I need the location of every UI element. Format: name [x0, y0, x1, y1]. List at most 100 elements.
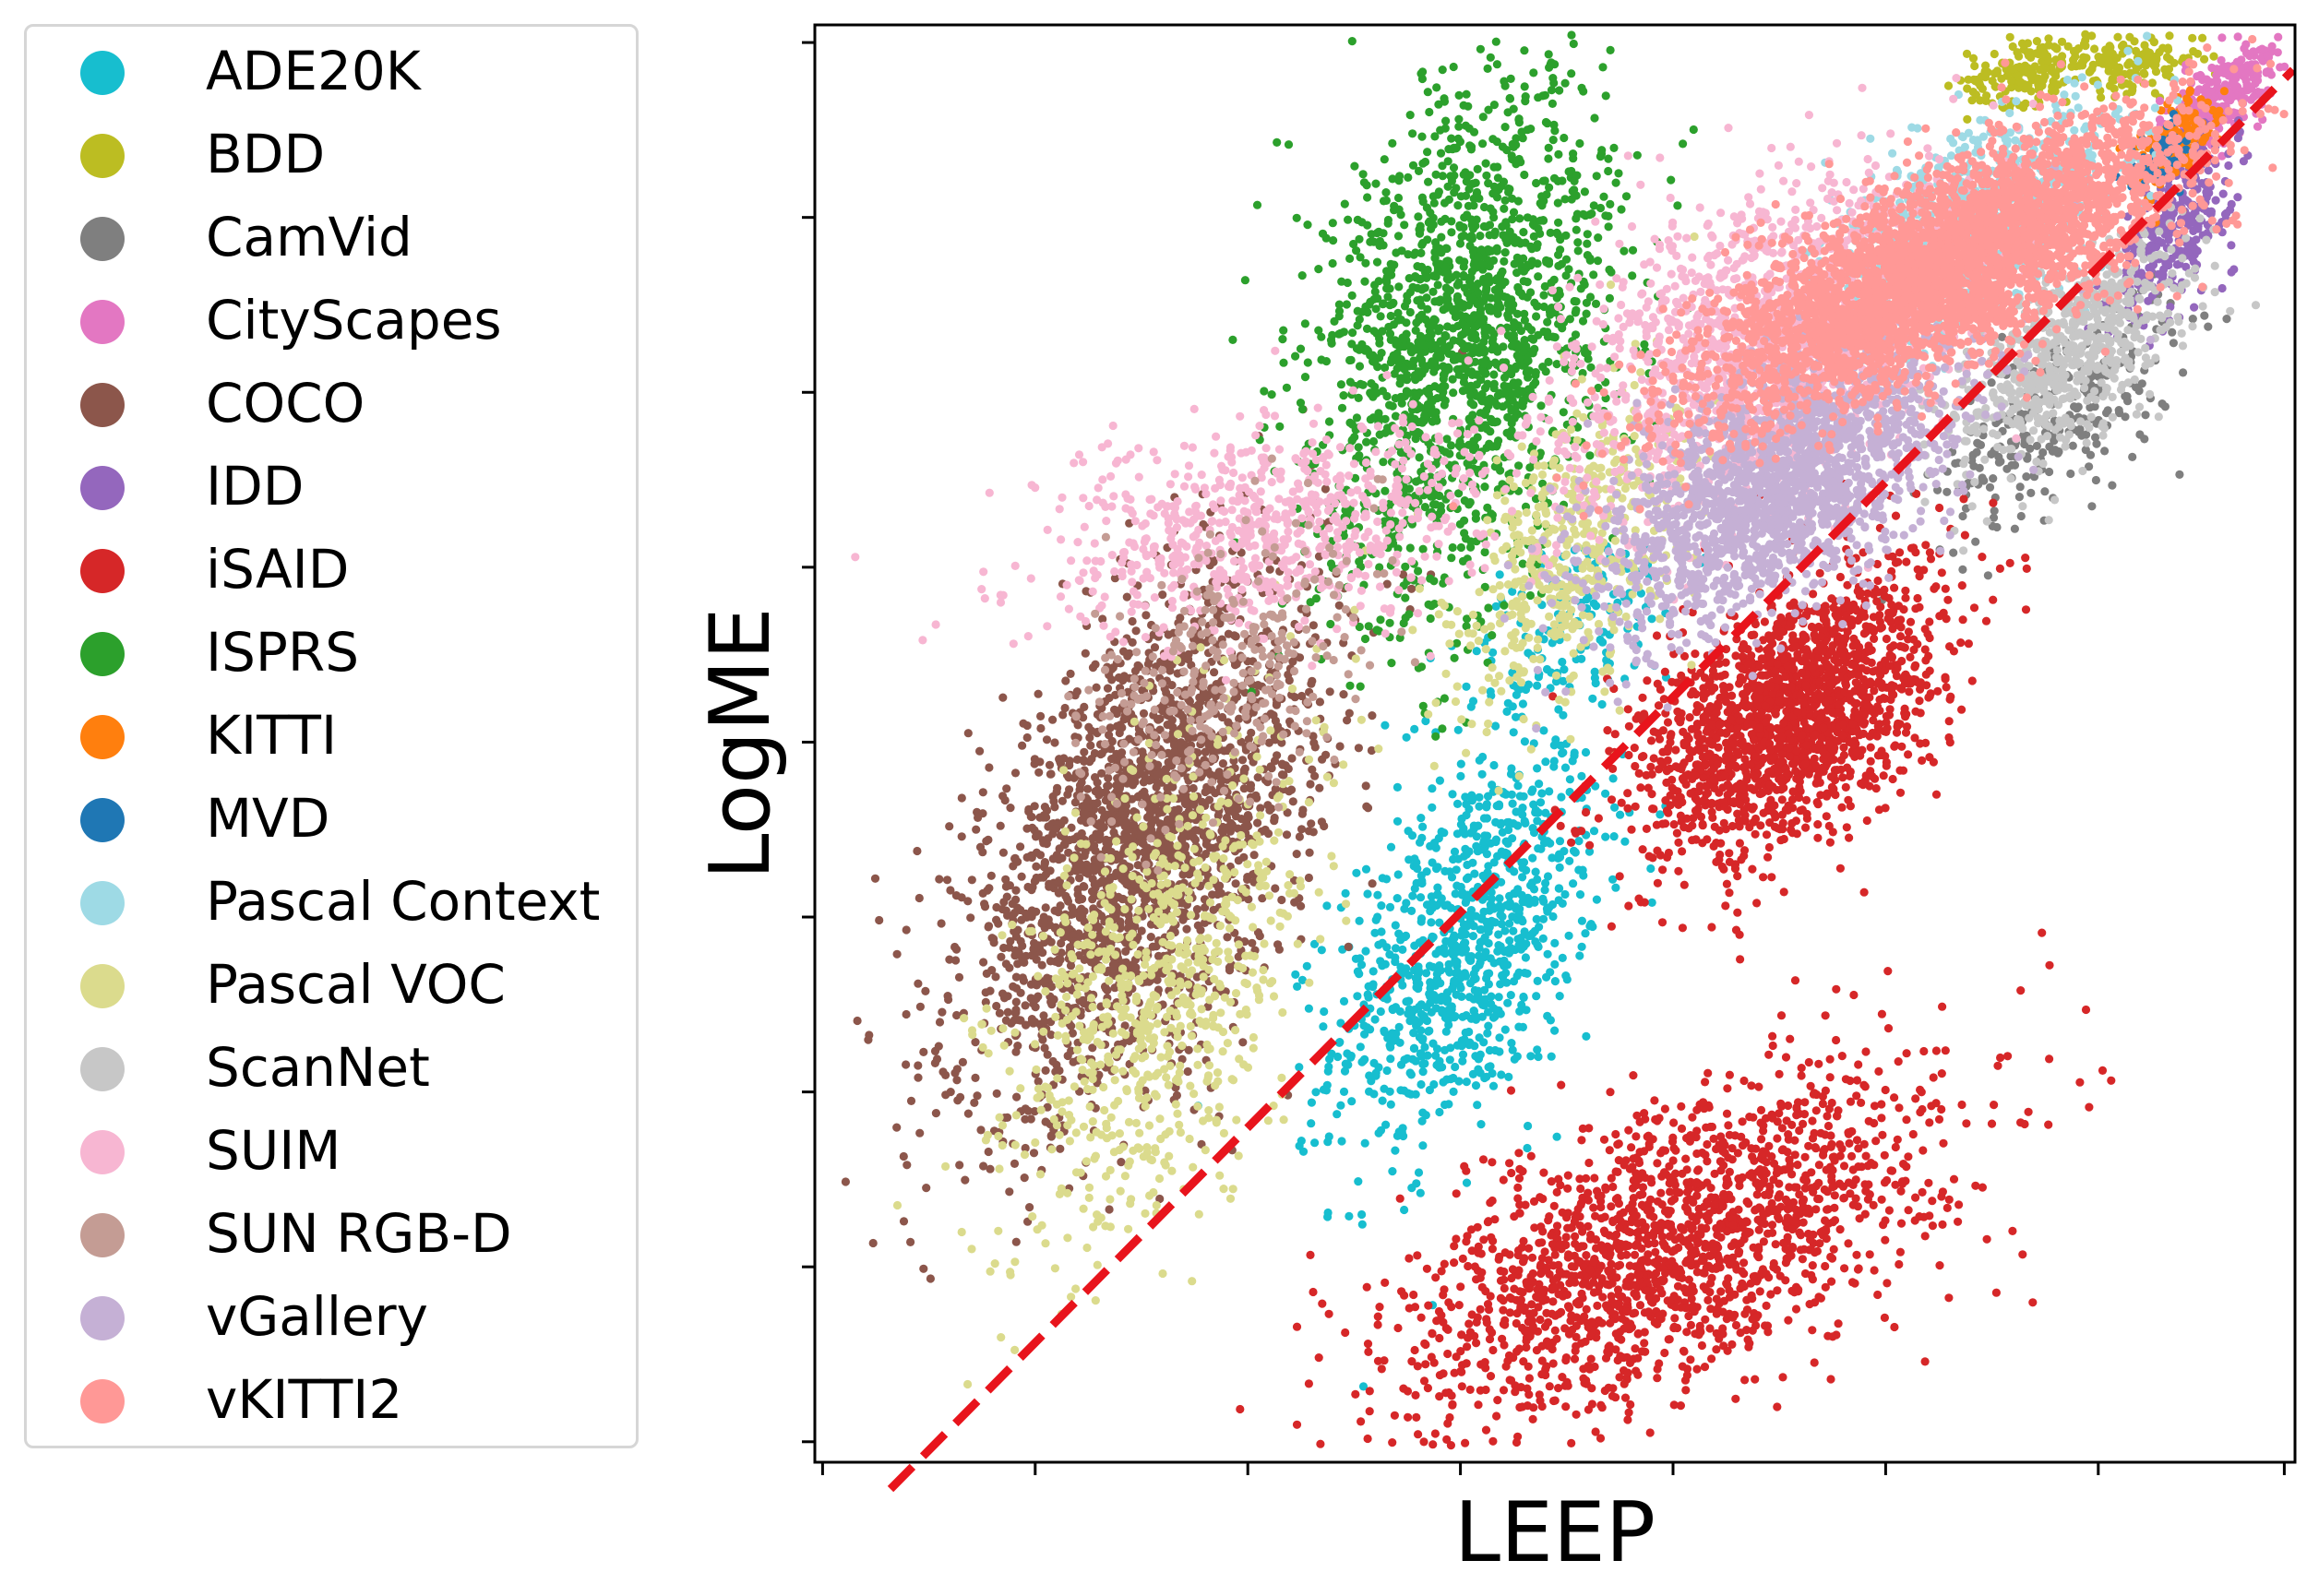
- data-point: [1476, 1120, 1486, 1129]
- data-point: [1124, 918, 1133, 927]
- data-point: [1555, 992, 1564, 1001]
- data-point: [1416, 814, 1426, 823]
- data-point: [1581, 929, 1590, 938]
- data-point: [1507, 764, 1516, 773]
- data-point: [1488, 780, 1497, 790]
- data-point: [970, 1098, 979, 1107]
- data-point: [1476, 958, 1485, 967]
- data-point: [1591, 678, 1600, 688]
- data-point: [978, 848, 987, 857]
- data-point: [1456, 973, 1465, 983]
- legend-item: vGallery: [27, 1280, 636, 1353]
- data-point: [1047, 1000, 1057, 1009]
- data-point: [1971, 537, 1980, 546]
- data-point: [1451, 1062, 1460, 1072]
- data-point: [1090, 866, 1099, 875]
- data-point: [1288, 797, 1297, 806]
- data-point: [1412, 983, 1421, 992]
- data-point: [1970, 61, 1979, 71]
- data-point: [1646, 736, 1656, 745]
- data-point: [1548, 911, 1558, 922]
- data-point: [2026, 72, 2036, 81]
- data-point: [2038, 76, 2048, 85]
- data-point: [1293, 982, 1302, 991]
- data-point: [1121, 947, 1130, 956]
- data-point: [1589, 827, 1599, 836]
- data-point: [1565, 775, 1574, 784]
- data-point: [1021, 1001, 1030, 1010]
- data-point: [963, 1109, 973, 1118]
- data-point: [1092, 683, 1101, 692]
- data-point: [1011, 886, 1021, 895]
- data-point: [1538, 894, 1548, 904]
- data-point: [2053, 80, 2063, 89]
- data-point: [1398, 945, 1407, 954]
- data-point: [1231, 632, 1240, 641]
- data-point: [1081, 649, 1090, 658]
- data-point: [986, 1164, 995, 1173]
- data-point: [1010, 853, 1020, 863]
- data-point: [1353, 967, 1362, 976]
- data-point: [2193, 224, 2203, 233]
- data-point: [1503, 698, 1512, 708]
- data-point: [1522, 1006, 1531, 1015]
- data-point: [2176, 246, 2185, 256]
- data-point: [1309, 621, 1318, 630]
- data-point: [1103, 781, 1112, 791]
- data-point: [984, 923, 993, 932]
- data-point: [1410, 854, 1419, 864]
- data-point: [914, 979, 923, 988]
- data-point: [1462, 1078, 1471, 1087]
- data-point: [1378, 938, 1387, 947]
- data-point: [1588, 694, 1597, 703]
- data-point: [1068, 903, 1077, 912]
- data-point: [981, 988, 990, 997]
- data-point: [1548, 853, 1557, 863]
- data-point: [997, 952, 1006, 961]
- data-point: [1432, 890, 1441, 899]
- data-point: [2251, 78, 2260, 89]
- data-point: [2273, 48, 2282, 57]
- data-point: [1025, 1203, 1034, 1212]
- data-point: [1495, 1047, 1504, 1056]
- data-point: [1415, 1002, 1424, 1011]
- data-point: [2218, 189, 2228, 198]
- data-point: [1534, 808, 1543, 817]
- data-point: [2217, 55, 2226, 65]
- data-point: [1418, 822, 1428, 831]
- data-point: [1484, 1021, 1493, 1030]
- data-point: [1620, 837, 1630, 846]
- data-point: [1345, 1211, 1354, 1221]
- data-point: [868, 1238, 878, 1248]
- data-point: [1158, 590, 1167, 600]
- data-point: [1503, 839, 1512, 849]
- data-point: [1610, 803, 1620, 812]
- data-point: [1533, 940, 1542, 949]
- data-point: [1205, 843, 1214, 852]
- data-point: [1558, 657, 1567, 667]
- data-point: [1470, 869, 1479, 878]
- data-point: [1611, 883, 1620, 892]
- data-point: [1001, 959, 1010, 969]
- data-point: [1458, 1050, 1468, 1059]
- data-point: [1253, 818, 1262, 828]
- data-point: [2087, 502, 2097, 511]
- data-point: [1389, 1036, 1398, 1045]
- data-point: [1382, 1066, 1392, 1076]
- data-point: [1500, 961, 1509, 971]
- data-point: [1388, 1029, 1397, 1038]
- data-point: [1302, 961, 1311, 971]
- data-point: [1459, 920, 1468, 929]
- data-point: [2050, 446, 2060, 455]
- data-point: [1013, 1042, 1022, 1051]
- data-point: [1518, 810, 1527, 819]
- data-point: [1504, 1072, 1513, 1081]
- data-point: [1533, 1045, 1542, 1054]
- data-point: [1565, 856, 1574, 865]
- data-point: [1054, 959, 1063, 968]
- data-point: [1465, 1038, 1475, 1047]
- data-point: [1500, 1025, 1510, 1034]
- data-point: [1462, 811, 1471, 820]
- data-point: [1210, 668, 1219, 677]
- legend-label: SUN RGB-D: [206, 1197, 512, 1270]
